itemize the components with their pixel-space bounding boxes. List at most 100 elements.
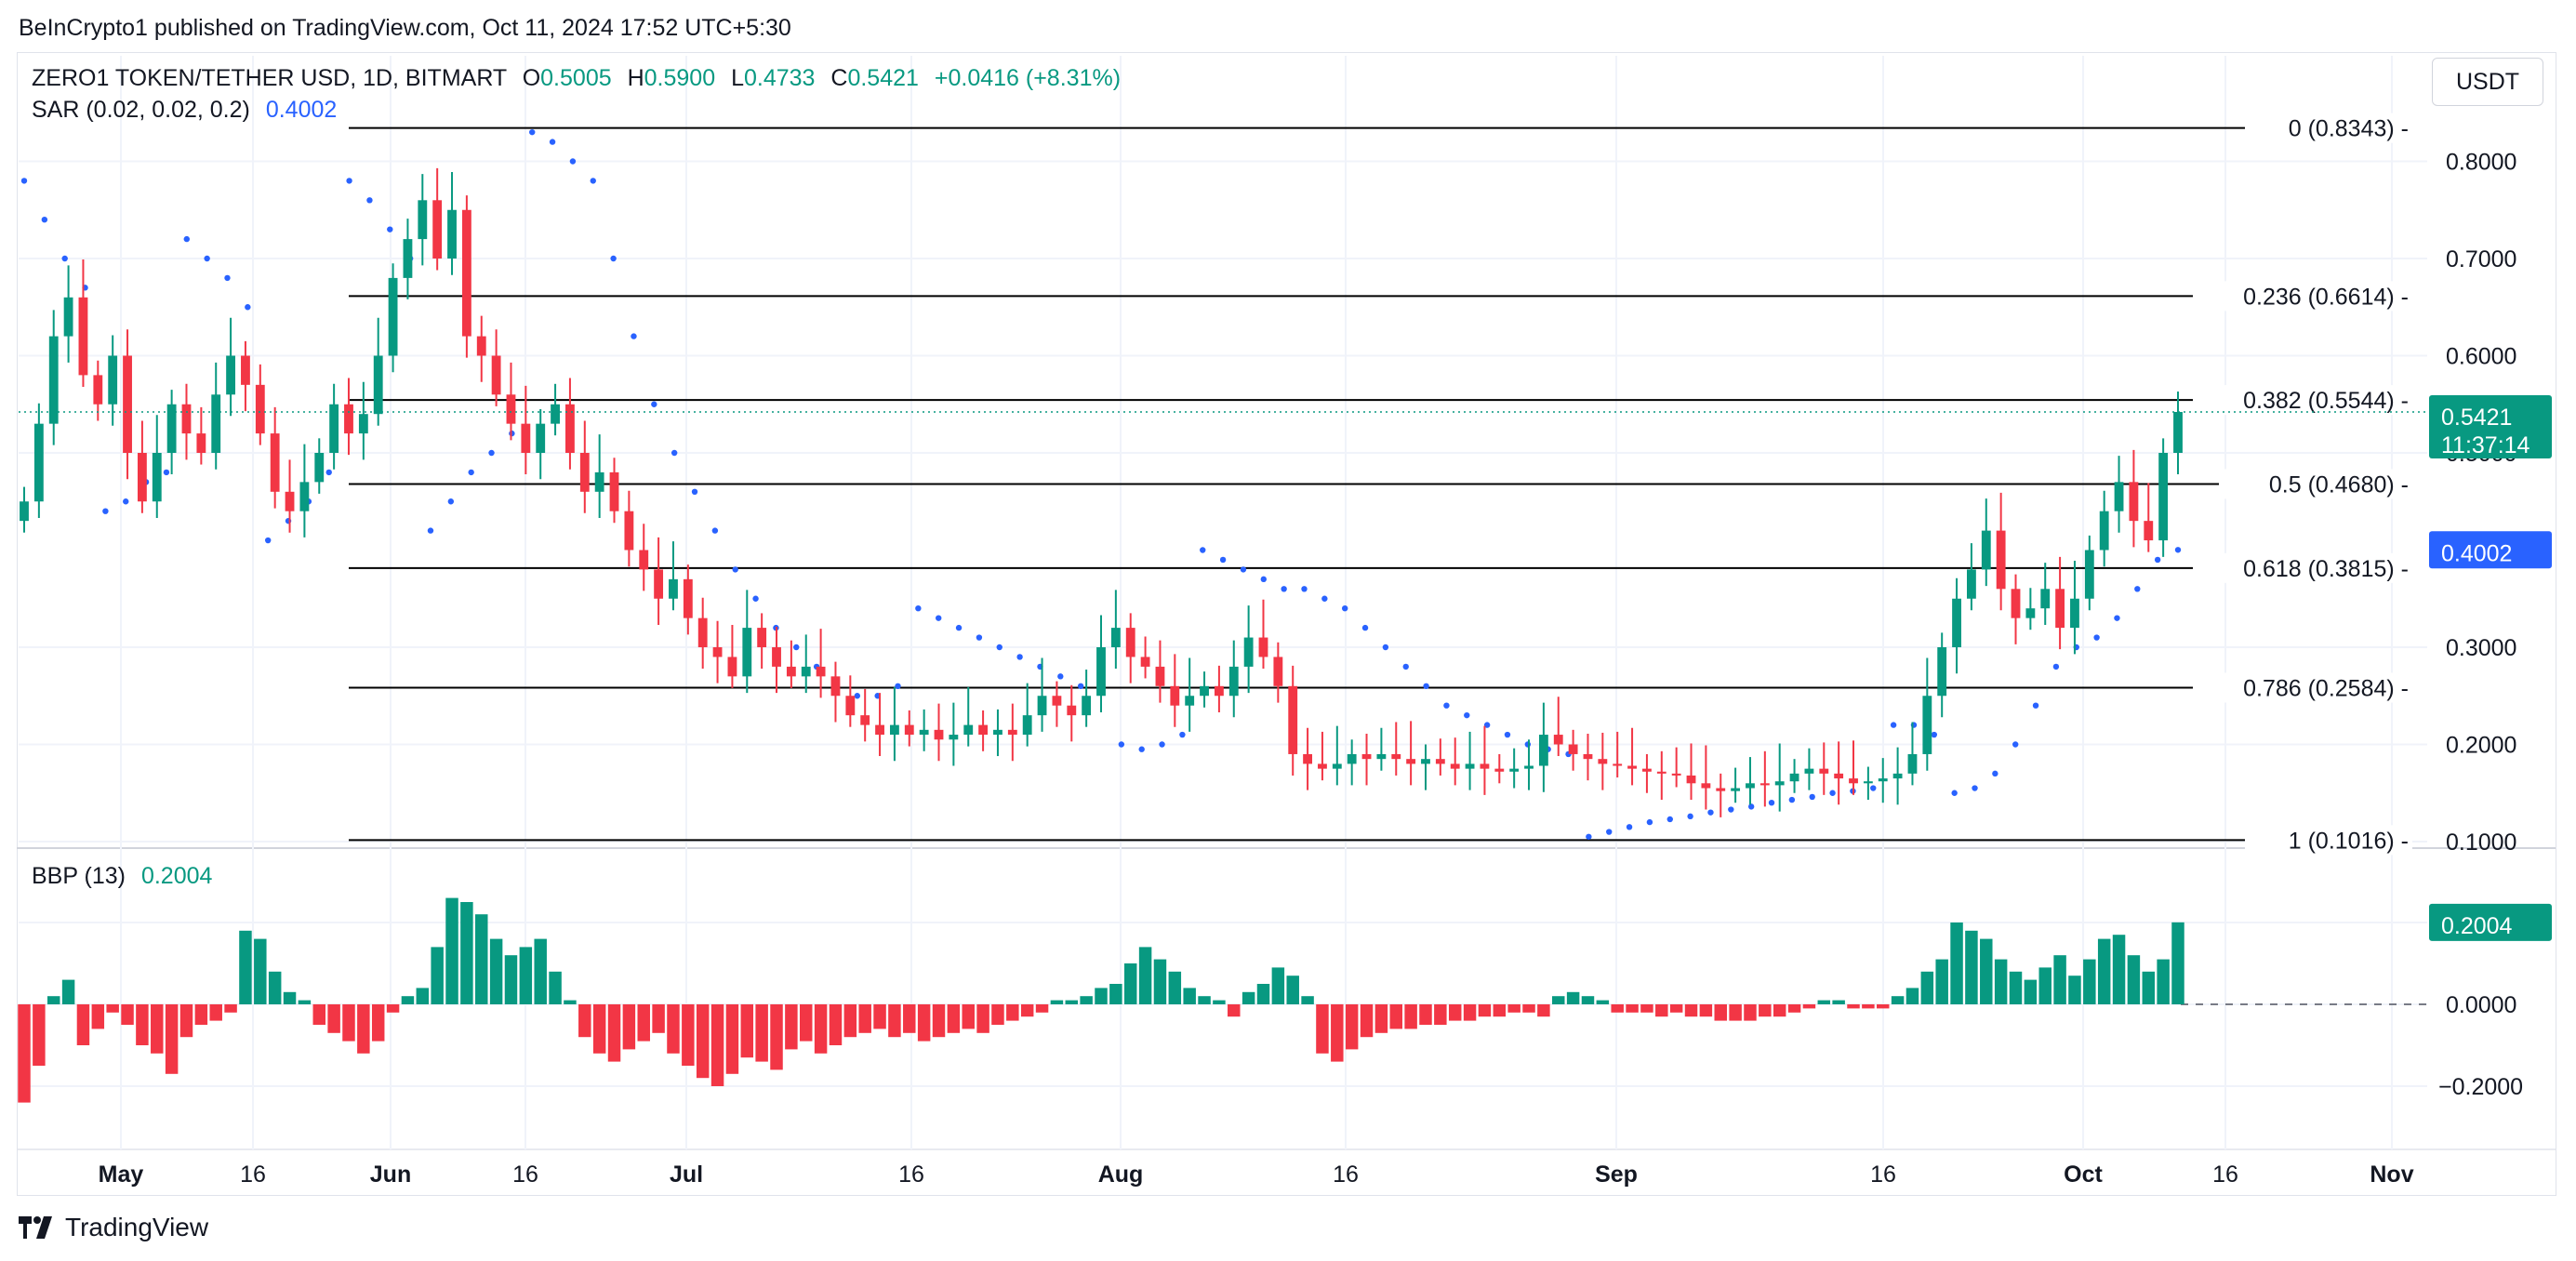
bbp-bar	[991, 1004, 1004, 1025]
candle-body	[1465, 763, 1475, 769]
candle-body	[1804, 768, 1814, 774]
bbp-bar	[1493, 1004, 1507, 1017]
bbp-bar	[254, 938, 267, 1004]
price-tick-label: 0.7000	[2446, 246, 2516, 272]
bbp-bar	[1242, 991, 1255, 1004]
sar-dot	[752, 595, 759, 602]
candle-body	[2173, 412, 2183, 453]
last-price-badge-text: 11:37:14	[2441, 432, 2530, 458]
sar-dot	[1606, 829, 1613, 835]
candle-body	[1022, 715, 1032, 736]
candle-body	[1627, 765, 1637, 769]
bbp-bar	[1522, 1004, 1535, 1013]
bbp-bar	[151, 1004, 164, 1054]
candle-body	[1450, 763, 1460, 769]
bbp-bar	[1905, 988, 1919, 1004]
fib-label-background	[2193, 672, 2412, 703]
sar-dot	[1829, 790, 1836, 796]
sar-dot	[1707, 809, 1714, 816]
bbp-bar	[1935, 959, 1948, 1004]
candle-body	[241, 355, 250, 385]
bbp-bar	[1876, 1004, 1890, 1009]
candle-body	[63, 297, 73, 337]
high-value: 0.5900	[644, 65, 716, 91]
bbp-bar	[829, 1004, 843, 1045]
candle-body	[1952, 598, 1961, 647]
bbp-bar	[1773, 1004, 1786, 1017]
close-label: C	[830, 65, 848, 91]
candle-body	[299, 482, 310, 511]
price-tick-label: 0.8000	[2446, 150, 2516, 176]
sar-dot	[1890, 722, 1897, 728]
bbp-bar	[1168, 971, 1182, 1004]
bbp-bar	[1994, 959, 2008, 1004]
currency-button[interactable]: USDT	[2432, 58, 2543, 106]
sar-dot	[366, 197, 373, 204]
bbp-bar	[725, 1004, 739, 1074]
bbp-bar	[1434, 1004, 1447, 1025]
sar-dot	[427, 527, 434, 534]
candle-body	[1007, 729, 1017, 736]
last-price-badge-box	[2429, 395, 2552, 459]
bbp-bar	[1759, 1004, 1772, 1017]
bbp-bar	[1640, 1004, 1653, 1013]
candle-body	[1553, 735, 1563, 745]
bbp-bar	[2097, 938, 2111, 1004]
tradingview-logo[interactable]: TradingView	[19, 1213, 208, 1242]
candle-body	[1583, 753, 1593, 760]
fib-level-label: 0.382 (0.5544) -	[2243, 388, 2409, 414]
bbp-bar	[76, 1004, 90, 1045]
candle-body	[1967, 569, 1976, 599]
bbp-bar	[386, 1004, 400, 1013]
bbp-bar	[1566, 991, 1580, 1004]
sar-legend[interactable]: SAR (0.02, 0.02, 0.2) 0.4002	[32, 97, 337, 124]
candle-body	[196, 433, 206, 453]
bbp-bar	[1065, 1000, 1079, 1004]
sar-dot	[1443, 702, 1450, 709]
bbp-bar	[1729, 1004, 1742, 1021]
symbol-legend[interactable]: ZERO1 TOKEN/TETHER USD, 1D, BITMART O0.5…	[32, 65, 1121, 92]
fib-label-background	[2219, 469, 2412, 499]
bbp-bar	[592, 1004, 606, 1054]
time-tick-label: May	[99, 1161, 144, 1188]
bbp-legend[interactable]: BBP (13) 0.2004	[32, 863, 212, 890]
price-tick-label: 0.3000	[2446, 635, 2516, 661]
candle-body	[875, 724, 884, 736]
bbp-bar	[1419, 1004, 1432, 1025]
bbp-bar	[2142, 971, 2156, 1004]
bbp-bar	[1862, 1004, 1875, 1009]
sar-dot	[1057, 673, 1064, 680]
bbp-bar	[1213, 1000, 1226, 1004]
candle-body	[1568, 744, 1578, 754]
candle-body	[830, 676, 841, 697]
candle-body	[949, 735, 959, 740]
fibonacci-retracement[interactable]: 0 (0.8343) - 0.236 (0.6614) - 0.382 (0.554…	[349, 113, 2412, 856]
sar-dot	[1179, 731, 1186, 738]
bbp-bar	[1507, 1004, 1520, 1013]
sar-dot	[976, 634, 983, 641]
candle-body	[358, 414, 368, 434]
bbp-bar	[1611, 1004, 1624, 1013]
candle-body	[418, 200, 428, 240]
candle-body	[1671, 773, 1681, 776]
sar-dot	[1260, 576, 1267, 583]
candle-body	[2025, 608, 2036, 618]
candle-body	[1774, 781, 1785, 786]
fib-label-background	[2245, 825, 2412, 856]
sar-dot	[732, 566, 738, 573]
bbp-bar	[416, 988, 430, 1004]
bbp-bar	[33, 1004, 46, 1066]
bbp-bar	[371, 1004, 385, 1042]
candle-body	[1052, 696, 1062, 706]
bbp-bar	[2009, 971, 2023, 1004]
bbp-bar	[888, 1004, 901, 1038]
bbp-bar	[1006, 1004, 1019, 1021]
close-value: 0.5421	[847, 65, 919, 91]
bbp-bar	[962, 1004, 975, 1029]
sar-dot	[2174, 547, 2182, 553]
candle-body	[772, 647, 781, 667]
candle-body	[2114, 482, 2124, 511]
candle-body	[757, 628, 767, 647]
